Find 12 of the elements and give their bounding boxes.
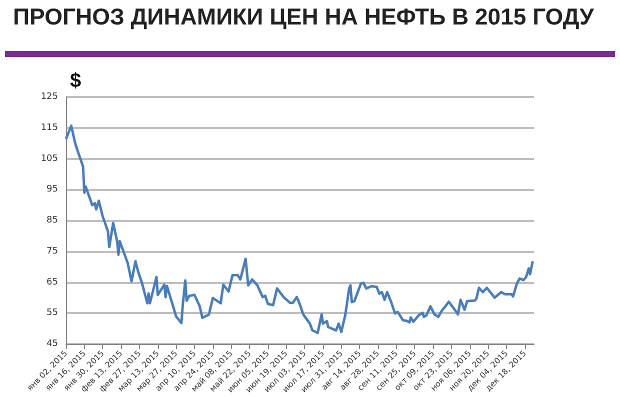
line-series [64, 124, 534, 334]
y-tick-label: 45 [46, 339, 58, 349]
y-axis-title: $ [70, 70, 82, 92]
y-tick-label: 75 [46, 246, 58, 256]
y-tick-label: 95 [46, 184, 58, 195]
chart-title: ПРОГНОЗ ДИНАМИКИ ЦЕН НА НЕФТЬ В 2015 ГОДУ [13, 4, 595, 30]
y-tick-label: 115 [40, 122, 58, 133]
y-tick-label: 105 [40, 154, 58, 164]
y-tick-label: 125 [40, 92, 58, 102]
y-tick-label: 55 [46, 308, 58, 318]
y-tick-label: 85 [46, 216, 58, 226]
y-tick-label: 65 [46, 277, 58, 288]
